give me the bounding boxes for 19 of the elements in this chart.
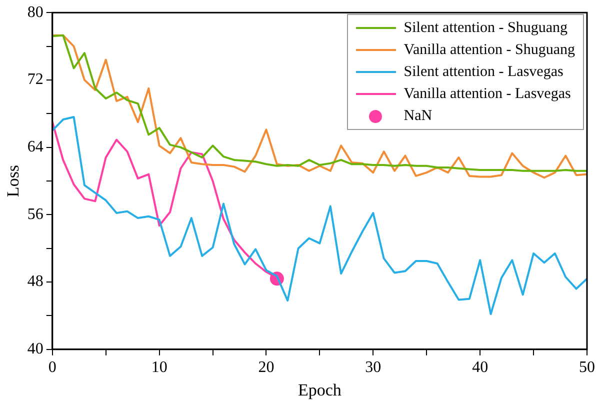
- legend-label: Vanilla attention - Shuguang: [404, 41, 575, 60]
- x-tick-label: 40: [472, 359, 488, 376]
- x-tick-label: 0: [48, 359, 56, 376]
- y-tick-label: 40: [27, 340, 44, 358]
- y-tick-label: 72: [27, 71, 44, 88]
- legend-label: Vanilla attention - Lasvegas: [404, 85, 571, 104]
- x-tick-label: 20: [258, 359, 274, 376]
- y-tick-label: 48: [27, 273, 44, 290]
- y-axis-title: Loss: [4, 164, 23, 198]
- legend-label: Silent attention - Lasvegas: [404, 63, 564, 82]
- y-tick-label: 64: [27, 138, 44, 156]
- x-axis-title: Epoch: [298, 380, 342, 400]
- x-tick-label: 30: [365, 359, 382, 376]
- legend-label: Silent attention - Shuguang: [404, 19, 568, 38]
- y-tick-label: 56: [27, 206, 44, 223]
- x-tick-label: 10: [151, 359, 168, 376]
- x-tick-label: 50: [579, 359, 595, 376]
- y-tick-label: 80: [27, 4, 44, 21]
- legend-label: NaN: [404, 107, 432, 126]
